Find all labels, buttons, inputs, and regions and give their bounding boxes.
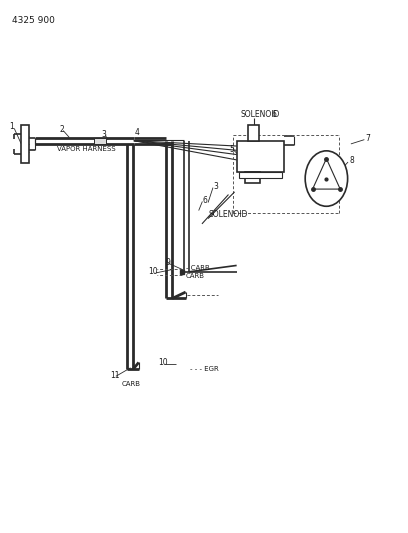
Bar <box>21 125 29 163</box>
Text: 11: 11 <box>110 371 120 379</box>
Text: - - - EGR: - - - EGR <box>190 366 218 372</box>
Bar <box>248 125 259 141</box>
Text: 8: 8 <box>349 157 354 165</box>
Text: 10: 10 <box>148 268 158 276</box>
Circle shape <box>305 151 348 206</box>
Text: 2: 2 <box>59 125 64 134</box>
Text: 6: 6 <box>271 110 276 119</box>
Text: SOLENOID: SOLENOID <box>241 110 280 119</box>
Text: - CARB: - CARB <box>186 264 209 271</box>
Text: 6: 6 <box>203 196 208 205</box>
Text: SOLENOID: SOLENOID <box>208 210 248 219</box>
Text: 7: 7 <box>365 134 370 143</box>
Text: 4: 4 <box>135 128 140 136</box>
Text: VAPOR HARNESS: VAPOR HARNESS <box>57 146 116 152</box>
Text: CARB: CARB <box>186 273 205 279</box>
Text: 3: 3 <box>101 130 106 139</box>
Bar <box>245 172 260 183</box>
Text: CARB: CARB <box>122 381 141 387</box>
Text: 9: 9 <box>165 258 170 266</box>
Bar <box>237 141 284 172</box>
Text: 1: 1 <box>9 123 14 131</box>
Text: 5: 5 <box>229 145 234 154</box>
Text: 3: 3 <box>213 182 218 191</box>
Bar <box>94 138 106 144</box>
Bar <box>239 172 282 178</box>
Text: 10: 10 <box>158 358 168 367</box>
Text: 4325 900: 4325 900 <box>12 16 55 25</box>
